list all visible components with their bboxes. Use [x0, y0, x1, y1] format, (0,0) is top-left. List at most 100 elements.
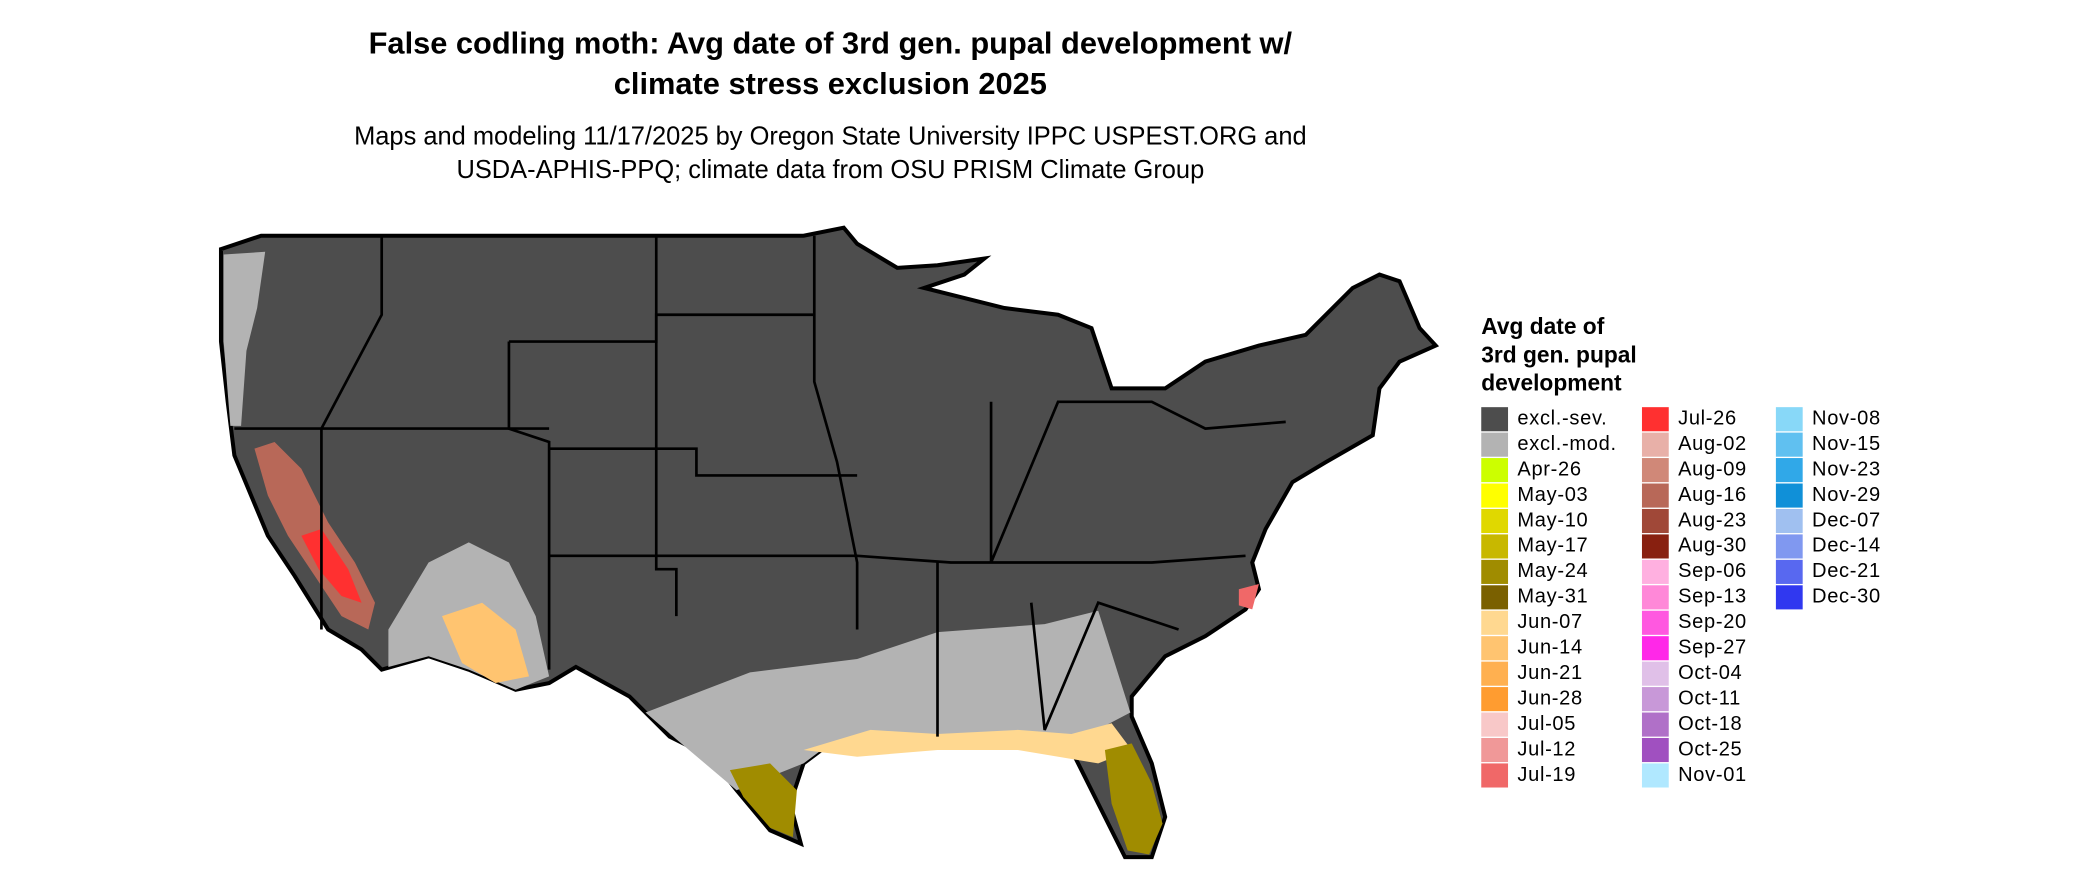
legend-swatch: [1641, 687, 1669, 712]
state-boundary: [549, 554, 1246, 564]
legend-label: Aug-16: [1678, 484, 1747, 506]
legend-label: Oct-18: [1678, 713, 1742, 735]
legend-label: May-17: [1517, 535, 1588, 557]
legend-swatch: [1641, 407, 1669, 432]
legend-swatch: [1481, 559, 1509, 584]
legend-label: Dec-30: [1812, 586, 1881, 608]
legend-swatch: [1641, 483, 1669, 508]
legend-label: May-10: [1517, 509, 1588, 531]
state-boundary: [507, 341, 551, 670]
legend-swatch: [1481, 661, 1509, 686]
land-date-region: [301, 529, 362, 603]
legend-swatch: [1641, 712, 1669, 737]
legend-label: Sep-27: [1678, 637, 1747, 659]
legend-label: Dec-14: [1812, 535, 1881, 557]
legend-swatch: [1481, 508, 1509, 534]
legend-label: Nov-15: [1812, 433, 1881, 455]
legend-label: Nov-08: [1812, 408, 1881, 430]
legend-label: Nov-29: [1812, 484, 1881, 506]
legend-swatch: [1641, 458, 1669, 483]
subtitle-line: USDA-APHIS-PPQ; climate data from OSU PR…: [456, 156, 1204, 184]
state-boundary: [812, 235, 859, 630]
land-excluded-moderate: [645, 610, 1131, 791]
us-map: [218, 225, 1440, 860]
legend-label: Oct-25: [1678, 738, 1742, 760]
land-date-region: [1238, 583, 1259, 610]
legend-swatch: [1641, 508, 1669, 534]
legend-swatch: [1481, 407, 1509, 432]
state-boundary: [654, 235, 678, 617]
legend-label: Sep-13: [1678, 586, 1747, 608]
legend-label: Jul-19: [1517, 764, 1576, 786]
legend-swatch: [1481, 534, 1509, 559]
legend-label: Nov-23: [1812, 458, 1881, 480]
legend-label: May-31: [1517, 586, 1588, 608]
state-boundary: [989, 400, 1286, 564]
legend-swatch: [1641, 534, 1669, 559]
legend-label: Apr-26: [1517, 458, 1581, 480]
state-boundary: [508, 313, 815, 343]
legend-label: Oct-04: [1678, 662, 1742, 684]
state-boundary: [320, 235, 384, 630]
legend-label: Aug-23: [1678, 509, 1747, 531]
legend-label: May-03: [1517, 484, 1588, 506]
legend-label: Dec-21: [1812, 560, 1881, 582]
land-date-region: [441, 602, 530, 684]
legend-label: Jul-26: [1678, 408, 1737, 430]
legend-swatch: [1641, 636, 1669, 661]
legend: Avg date of 3rd gen. pupal development e…: [1481, 313, 1881, 788]
legend-label: Sep-06: [1678, 560, 1747, 582]
legend-label: Jun-28: [1517, 687, 1582, 709]
legend-swatch: [1481, 610, 1509, 635]
legend-label: Dec-07: [1812, 509, 1881, 531]
legend-swatch: [1481, 687, 1509, 712]
legend-label: May-24: [1517, 560, 1588, 582]
legend-swatch: [1775, 585, 1803, 610]
legend-swatch: [1641, 763, 1669, 788]
legend-swatch: [1775, 483, 1803, 508]
legend-swatch: [1481, 636, 1509, 661]
legend-swatch: [1641, 432, 1669, 457]
legend-swatch: [1481, 585, 1509, 610]
legend-label: Jun-21: [1517, 662, 1582, 684]
legend-label: Jul-12: [1517, 738, 1576, 760]
legend-swatch: [1641, 610, 1669, 635]
legend-swatch: [1641, 559, 1669, 584]
legend-label: excl.-mod.: [1517, 433, 1616, 455]
legend-label: Jun-14: [1517, 637, 1582, 659]
legend-title: Avg date of: [1481, 313, 1604, 339]
legend-swatch: [1481, 458, 1509, 483]
legend-swatch: [1481, 712, 1509, 737]
legend-label: excl.-sev.: [1517, 408, 1607, 430]
legend-label: Aug-30: [1678, 535, 1747, 557]
legend-swatch: [1641, 661, 1669, 686]
legend-title: 3rd gen. pupal: [1481, 341, 1636, 367]
legend-title: development: [1481, 369, 1622, 395]
subtitle-line: Maps and modeling 11/17/2025 by Oregon S…: [354, 123, 1307, 151]
legend-swatch: [1481, 432, 1509, 457]
legend-swatch: [1775, 458, 1803, 483]
title-line: False codling moth: Avg date of 3rd gen.…: [369, 26, 1293, 61]
state-boundary: [1029, 601, 1179, 731]
legend-label: Jul-05: [1517, 713, 1576, 735]
legend-swatch: [1641, 737, 1669, 763]
title-line: climate stress exclusion 2025: [614, 66, 1047, 101]
legend-label: Nov-01: [1678, 764, 1747, 786]
legend-swatch: [1775, 407, 1803, 432]
land-excluded-moderate: [223, 251, 266, 426]
legend-swatch: [1775, 508, 1803, 534]
legend-swatch: [1481, 483, 1509, 508]
legend-swatch: [1481, 737, 1509, 763]
land-date-region: [803, 723, 1132, 764]
land-excluded-severe: [218, 225, 1440, 860]
legend-swatch: [1775, 432, 1803, 457]
legend-swatch: [1775, 534, 1803, 559]
legend-swatch: [1481, 763, 1509, 788]
land-date-region: [1104, 743, 1163, 855]
legend-label: Oct-11: [1678, 687, 1741, 709]
state-boundary: [549, 447, 858, 477]
legend-swatch: [1775, 559, 1803, 584]
legend-label: Aug-09: [1678, 458, 1747, 480]
land-date-region: [729, 763, 797, 838]
